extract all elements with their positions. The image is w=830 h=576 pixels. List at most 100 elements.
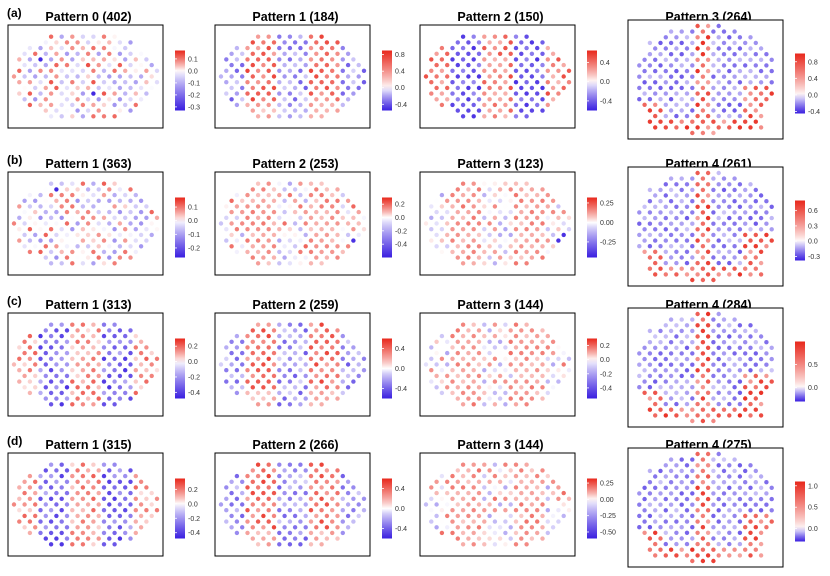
spot-point [535, 227, 540, 232]
spot-point [287, 496, 293, 501]
spot-point [550, 339, 556, 344]
spot-point [642, 57, 647, 62]
spot-point [340, 368, 345, 373]
spot-point [508, 221, 513, 226]
spot-point [229, 373, 234, 379]
spot-point [519, 108, 524, 113]
spot-point [277, 204, 282, 209]
spot-point [503, 57, 508, 62]
spot-point [303, 525, 308, 530]
spot-point [711, 97, 716, 102]
spot-point [59, 261, 64, 266]
spot-point [250, 513, 255, 519]
spot-point [690, 130, 695, 136]
spot-point [43, 221, 48, 226]
spot-point [674, 113, 679, 119]
spot-point [700, 176, 706, 181]
spot-point [59, 181, 64, 186]
spot-point [133, 473, 138, 479]
spot-point [22, 490, 27, 496]
spot-point [287, 368, 293, 373]
spot-point [642, 390, 647, 395]
spot-point [429, 485, 434, 490]
spot-point [487, 362, 492, 367]
spot-point [727, 553, 732, 558]
spot-point [753, 119, 758, 124]
spot-point [59, 356, 64, 361]
spot-point [277, 496, 282, 501]
spot-point [716, 474, 721, 479]
spot-point [476, 40, 482, 45]
spot-point [513, 181, 519, 186]
spot-point [22, 97, 27, 102]
spot-point [540, 51, 545, 56]
spot-point [727, 519, 732, 524]
spot-point [556, 345, 561, 350]
spot-point [117, 525, 123, 530]
spot-point [133, 215, 138, 220]
spot-point [245, 68, 250, 74]
spot-point [319, 45, 324, 51]
spot-point [492, 215, 498, 220]
spot-point [250, 396, 255, 401]
spot-point [513, 496, 519, 501]
spot-point [48, 227, 54, 232]
spot-point [743, 119, 748, 124]
spot-point [271, 525, 277, 530]
spot-point [748, 113, 753, 119]
spot-point [101, 249, 107, 255]
spot-point [524, 496, 529, 501]
colorbar [175, 338, 185, 399]
spot-point [277, 102, 282, 108]
spot-point [250, 221, 255, 226]
spot-point [524, 322, 529, 327]
spot-point [647, 255, 653, 260]
spot-point [234, 508, 240, 513]
spot-point [266, 542, 271, 547]
heatmap-panel: Pattern 3 (144)0.250.00-0.25-0.50 [419, 438, 616, 557]
spot-point [769, 379, 774, 384]
spot-point [535, 68, 540, 74]
spot-point [700, 108, 706, 113]
spot-point [439, 473, 445, 479]
spot-point [705, 519, 711, 524]
spot-point [450, 519, 455, 524]
spot-point [550, 490, 556, 496]
spot-point [529, 362, 535, 367]
spot-point [43, 51, 48, 56]
spot-point [48, 356, 54, 361]
spot-point [482, 402, 487, 407]
spot-point [80, 91, 86, 96]
spot-point [80, 530, 86, 536]
spot-point [27, 68, 33, 74]
spot-point [519, 339, 524, 344]
spot-point [716, 102, 721, 108]
spot-point [70, 249, 75, 255]
spot-point [497, 490, 503, 496]
spot-point [75, 502, 80, 507]
spot-point [439, 345, 445, 350]
spot-point [716, 553, 721, 558]
spot-point [647, 513, 653, 519]
spot-point [529, 328, 535, 333]
spot-point [716, 519, 721, 524]
spot-point [101, 45, 107, 51]
spot-point [753, 491, 758, 496]
spot-point [287, 68, 293, 74]
spot-point [513, 45, 519, 51]
spot-point [679, 199, 684, 204]
spot-point [48, 114, 54, 119]
spot-point [345, 85, 351, 91]
spot-point [266, 473, 271, 479]
spot-point [266, 249, 271, 255]
spot-point [679, 266, 684, 271]
colorbar-tick-label: -0.4 [808, 109, 820, 116]
spot-point [705, 68, 711, 74]
spot-point [737, 182, 743, 187]
spot-point [566, 215, 572, 220]
spot-point [314, 385, 319, 390]
spot-point [727, 508, 732, 513]
spot-point [335, 468, 340, 473]
spot-point [492, 345, 498, 350]
spot-point [519, 502, 524, 507]
